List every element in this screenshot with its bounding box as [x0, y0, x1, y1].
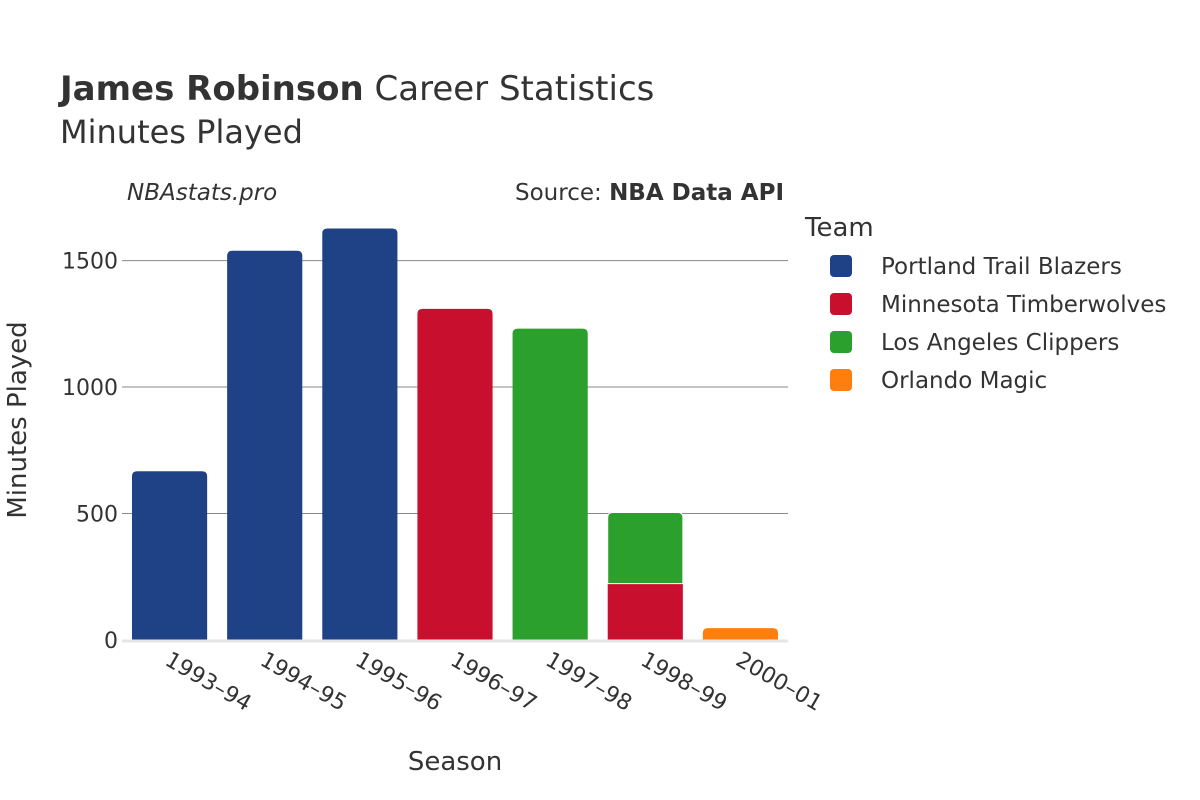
x-tick-label: 1995–96	[351, 648, 446, 717]
y-axis-title: Minutes Played	[3, 321, 33, 518]
source-label: Source: NBA Data API	[515, 180, 784, 206]
legend-swatch	[830, 369, 852, 391]
bar-segment[interactable]	[607, 583, 683, 640]
source-prefix: Source:	[515, 180, 609, 206]
legend-label: Minnesota Timberwolves	[881, 292, 1166, 318]
legend-item[interactable]: Orlando Magic	[830, 368, 1047, 394]
bars	[131, 228, 779, 641]
x-tick-label: 1998–99	[636, 648, 731, 717]
y-tick-label: 1000	[62, 376, 118, 401]
x-axis-title: Season	[408, 747, 502, 777]
legend-label: Portland Trail Blazers	[881, 254, 1122, 280]
legend-swatch	[830, 255, 852, 277]
legend-item[interactable]: Portland Trail Blazers	[830, 254, 1122, 280]
y-tick-label: 500	[76, 503, 118, 528]
bar-segment[interactable]	[322, 228, 398, 640]
legend-item[interactable]: Los Angeles Clippers	[830, 330, 1119, 356]
x-tick-label: 1994–95	[256, 648, 351, 717]
x-tick-labels: 1993–94 1994–95 1995–96 1996–97 1997–98 1998–…	[161, 648, 827, 717]
bar-segment[interactable]	[227, 250, 303, 641]
x-tick-label: 2000–01	[731, 648, 826, 717]
bar-segment[interactable]	[512, 328, 588, 640]
chart-title-suffix: Career Statistics	[375, 69, 655, 109]
legend-title: Team	[804, 213, 874, 243]
chart-subtitle: Minutes Played	[60, 113, 303, 151]
bar-segment[interactable]	[702, 628, 779, 640]
y-tick-label: 1500	[62, 250, 118, 275]
chart-title-player: James Robinson	[58, 69, 364, 109]
bar-segment[interactable]	[607, 512, 684, 585]
chart-title-space	[364, 69, 375, 109]
x-tick-label: 1993–94	[161, 648, 256, 717]
y-tick-label: 0	[104, 629, 118, 654]
x-tick-label: 1997–98	[541, 648, 636, 717]
legend-label: Los Angeles Clippers	[881, 330, 1119, 356]
brand-label: NBAstats.pro	[127, 180, 277, 206]
source-name: NBA Data API	[609, 180, 784, 206]
bar-segment[interactable]	[417, 308, 493, 640]
legend: Portland Trail Blazers Minnesota Timberwo…	[830, 254, 1166, 394]
legend-swatch	[830, 293, 852, 315]
chart-title: James Robinson Career Statistics	[58, 69, 654, 109]
x-tick-label: 1996–97	[446, 648, 541, 717]
legend-label: Orlando Magic	[881, 368, 1047, 394]
legend-swatch	[830, 331, 852, 353]
bar-segment[interactable]	[131, 471, 208, 640]
y-tick-labels: 0 500 1000 1500	[62, 250, 118, 654]
legend-item[interactable]: Minnesota Timberwolves	[830, 292, 1166, 318]
